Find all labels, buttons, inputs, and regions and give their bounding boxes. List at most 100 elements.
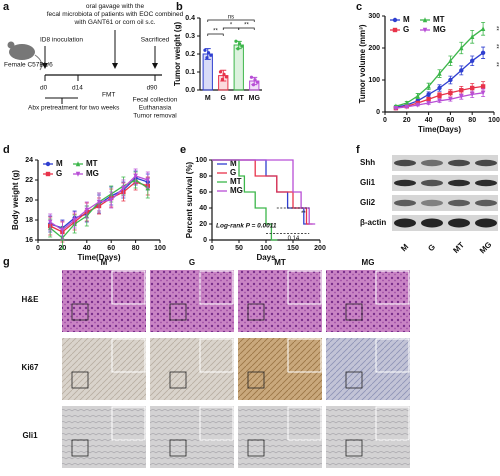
annotation: ns xyxy=(228,15,234,21)
timeline-label: Abx pretreatment for two weeks xyxy=(28,105,120,112)
panel-label: e xyxy=(180,144,186,156)
legend-label: G xyxy=(56,169,62,178)
point xyxy=(75,171,81,177)
timeline-label: Euthanasia xyxy=(139,105,172,112)
inset xyxy=(287,406,322,441)
text-line: oral gavage with the xyxy=(86,3,145,10)
y-tick-label: 18 xyxy=(25,217,33,224)
inset xyxy=(199,338,234,373)
point xyxy=(437,85,442,91)
annotation: ** xyxy=(492,44,498,49)
point xyxy=(60,227,65,233)
zoom-box xyxy=(169,439,187,457)
zoom-box xyxy=(345,303,363,321)
zoom-box xyxy=(169,303,187,321)
bar-dot xyxy=(203,48,207,52)
x-tick-label: 60 xyxy=(107,245,115,252)
timeline-label: d90 xyxy=(147,85,158,92)
y-tick-label: 24 xyxy=(25,157,33,164)
legend-label: MT xyxy=(86,159,98,168)
y-tick-label: 0.4 xyxy=(185,15,195,22)
x-tick-label: MT xyxy=(234,95,245,102)
point xyxy=(415,93,420,99)
point xyxy=(392,27,398,33)
y-tick-label: 200 xyxy=(368,45,380,52)
legend-label: MG xyxy=(433,25,446,34)
zoom-box xyxy=(345,371,363,389)
legend-label: MT xyxy=(433,15,445,24)
annotation: ** xyxy=(301,211,306,217)
y-tick-label: 40 xyxy=(199,205,207,212)
bar-dot xyxy=(224,75,228,79)
inset xyxy=(199,270,234,305)
point xyxy=(415,102,420,108)
y-tick-label: 300 xyxy=(368,13,380,20)
y-tick-label: 100 xyxy=(368,77,380,84)
zoom-box xyxy=(345,439,363,457)
timeline-label: Tumor removal xyxy=(133,113,177,120)
legend-label: G xyxy=(230,168,236,177)
y-tick-label: 0.1 xyxy=(185,69,195,76)
blot-band xyxy=(448,159,470,167)
legend-label: MT xyxy=(230,177,242,186)
lane-label: MT xyxy=(451,240,466,255)
blot-strip xyxy=(392,215,498,231)
legend-label: M xyxy=(403,15,410,24)
point xyxy=(72,217,77,223)
timeline-label: Sacrificed xyxy=(141,37,170,44)
point xyxy=(96,199,102,205)
legend-label: G xyxy=(403,25,409,34)
x-tick-label: 80 xyxy=(468,117,476,124)
lane-label: MG xyxy=(478,240,493,255)
bar-dot xyxy=(251,83,256,87)
row-label: H&E xyxy=(22,295,40,304)
x-tick-label: 40 xyxy=(83,245,91,252)
bar-dot xyxy=(209,53,213,57)
point xyxy=(426,100,431,106)
x-tick-label: 100 xyxy=(260,245,272,252)
x-tick-label: 60 xyxy=(447,117,455,124)
panel-a: a Female C57BL/6 ID8 inoculation d0 d14 … xyxy=(3,1,184,120)
x-axis-label: Days xyxy=(256,253,276,262)
column-label: M xyxy=(101,258,108,267)
inset xyxy=(111,338,146,373)
x-tick-label: M xyxy=(205,95,211,102)
y-tick-label: 80 xyxy=(199,173,207,180)
bar-dot xyxy=(206,51,211,55)
bar-dot xyxy=(205,56,209,60)
timeline-label: d0 xyxy=(40,85,48,92)
point xyxy=(480,26,486,31)
blot-strip xyxy=(392,195,498,211)
y-tick-label: 20 xyxy=(25,197,33,204)
zoom-box xyxy=(247,303,265,321)
point xyxy=(437,93,442,98)
point xyxy=(392,17,398,23)
point xyxy=(448,90,453,95)
y-tick-label: 0.2 xyxy=(185,51,195,58)
row-label: Shh xyxy=(360,158,375,167)
point xyxy=(480,90,486,96)
blot-band xyxy=(475,159,497,167)
panel-label: c xyxy=(356,1,362,13)
point xyxy=(470,85,475,91)
blot-band xyxy=(475,179,497,187)
legend-label: M xyxy=(56,159,63,168)
blot-band xyxy=(448,199,470,207)
x-tick-label: G xyxy=(221,95,227,102)
inset xyxy=(287,338,322,373)
annotation: Log-rank P = 0.0011 xyxy=(216,223,277,230)
bar-dot xyxy=(249,75,254,79)
bar-dot xyxy=(218,70,223,74)
lane-label: M xyxy=(399,242,410,253)
zoom-box xyxy=(169,371,187,389)
bracket xyxy=(207,33,224,36)
timeline-label: oral gavage with the fecal microbiota of … xyxy=(47,3,184,26)
panel-label: f xyxy=(356,144,360,156)
blot-band xyxy=(448,179,470,187)
series-line xyxy=(212,159,278,241)
panel-label: d xyxy=(3,144,10,156)
point xyxy=(448,77,453,83)
blot-strip xyxy=(392,155,498,171)
y-tick-label: 0.3 xyxy=(185,33,195,40)
